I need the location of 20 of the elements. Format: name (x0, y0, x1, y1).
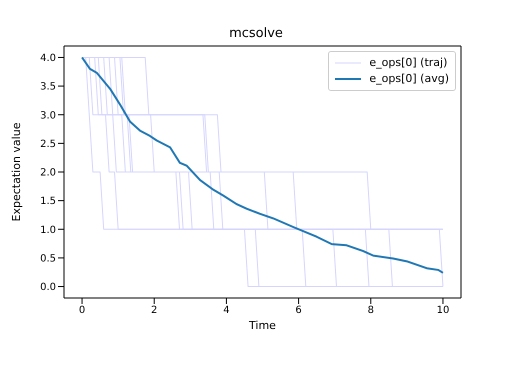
x-tick-label: 6 (295, 305, 302, 316)
x-tick-label: 0 (78, 305, 86, 316)
y-tick-label: 2.0 (40, 168, 56, 179)
y-tick-label: 4.0 (40, 53, 56, 64)
y-tick-label: 2.5 (40, 138, 56, 150)
y-tick-label: 0.5 (40, 253, 56, 264)
legend-label: e_ops[0] (avg) (369, 71, 449, 87)
x-tick-label: 4 (223, 305, 230, 316)
y-tick-label: 1.0 (40, 224, 56, 236)
y-tick-label: 1.5 (40, 196, 56, 208)
x-tick-label: 10 (436, 305, 450, 316)
y-tick-label: 3.0 (40, 110, 56, 122)
y-tick-label: 0.0 (40, 282, 56, 294)
legend-label: e_ops[0] (traj) (369, 55, 448, 71)
x-tick-label: 8 (368, 305, 374, 316)
chart-title: mcsolve (228, 26, 284, 41)
y-tick-label: 3.5 (40, 82, 56, 93)
x-tick-label: 2 (151, 305, 158, 316)
y-axis-title: Expectation value (10, 122, 23, 222)
x-axis-title: Time (248, 319, 276, 332)
